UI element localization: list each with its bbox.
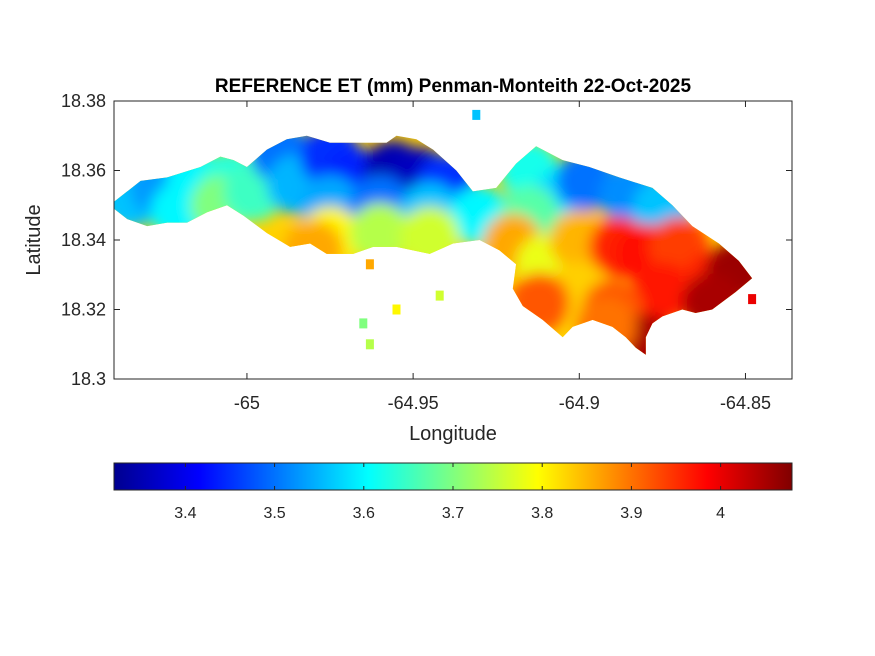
colorbar <box>113 462 793 491</box>
islet-4 <box>365 339 374 350</box>
islet-0 <box>365 259 374 270</box>
islet-6 <box>472 109 481 120</box>
islet-1 <box>435 290 444 301</box>
colorbar-tick-label: 3.4 <box>174 505 196 522</box>
islet-2 <box>392 304 401 315</box>
islet-5 <box>748 294 757 305</box>
islet-3 <box>359 318 368 329</box>
colorbar-tick-label: 3.8 <box>531 505 553 522</box>
y-axis: 18.3 18.32 18.34 18.36 18.38 <box>61 91 792 389</box>
y-tick-label: 18.3 <box>71 369 106 389</box>
colorbar-tick-label: 3.5 <box>263 505 285 522</box>
x-tick-label: -64.85 <box>720 393 771 413</box>
x-tick-label: -64.9 <box>559 393 600 413</box>
colorbar-tick-label: 4 <box>716 505 725 522</box>
x-tick-label: -64.95 <box>388 393 439 413</box>
y-tick-label: 18.32 <box>61 300 106 320</box>
colorbar-ticks: 3.4 3.5 3.6 3.7 3.8 3.9 4 <box>174 463 725 522</box>
x-axis-label: Longitude <box>409 423 497 445</box>
x-axis: -65 -64.95 -64.9 -64.85 <box>234 101 771 413</box>
y-tick-label: 18.34 <box>61 230 106 250</box>
et-sample-35 <box>632 262 693 323</box>
colorbar-tick-label: 3.9 <box>620 505 642 522</box>
chart-title: REFERENCE ET (mm) Penman-Monteith 22-Oct… <box>215 76 692 97</box>
x-tick-label: -65 <box>234 393 260 413</box>
islets <box>359 109 757 350</box>
colorbar-tick-label: 3.7 <box>442 505 464 522</box>
colorbar-tick-label: 3.6 <box>353 505 375 522</box>
y-axis-label: Latitude <box>23 204 45 275</box>
y-tick-label: 18.38 <box>61 91 106 111</box>
y-tick-label: 18.36 <box>61 161 106 181</box>
